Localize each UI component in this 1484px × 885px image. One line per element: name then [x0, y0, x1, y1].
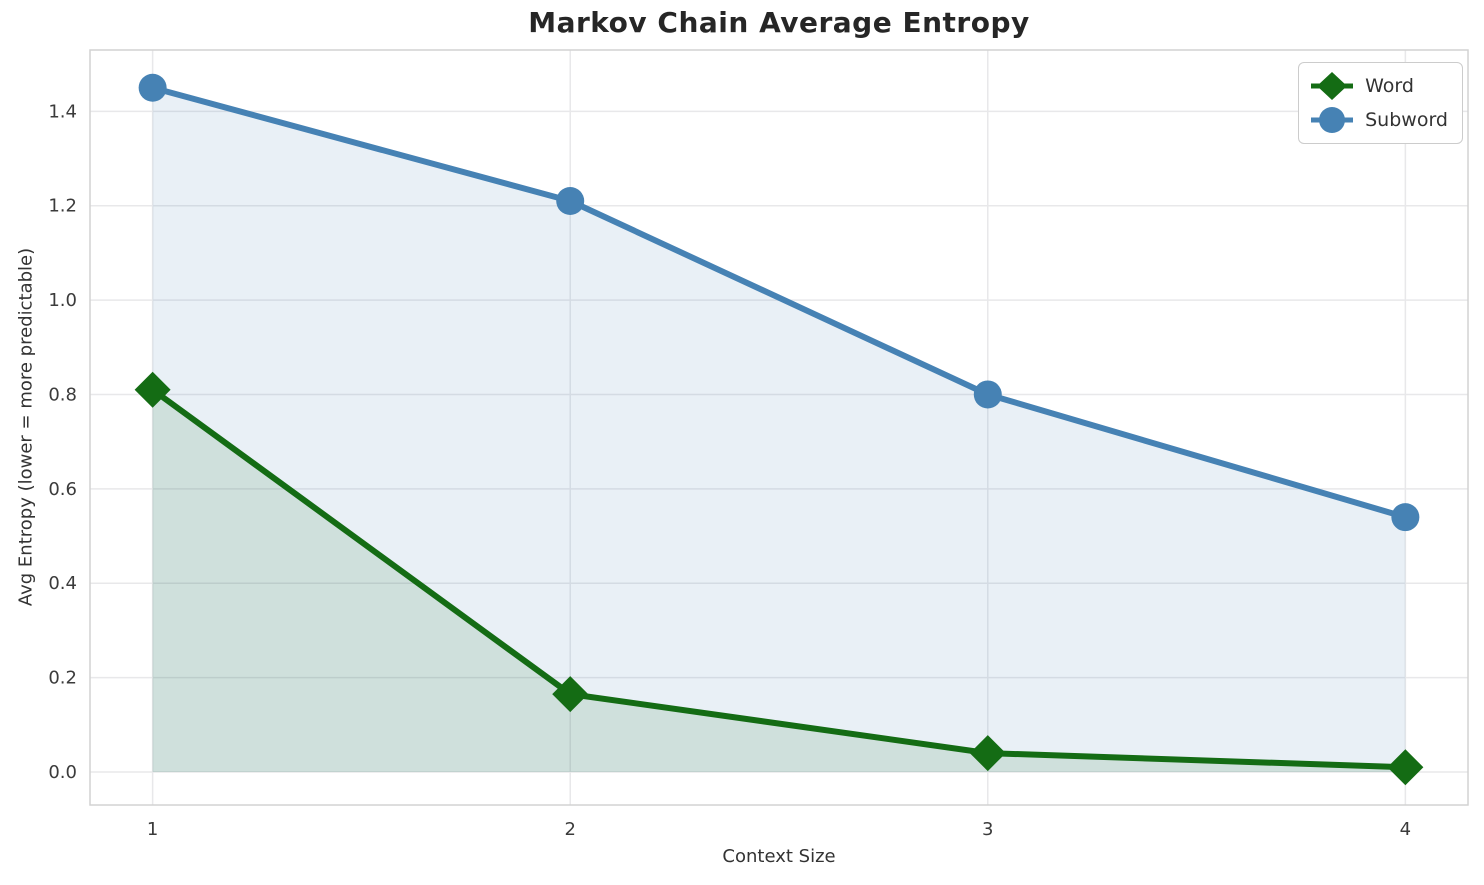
legend-label: Subword — [1365, 109, 1448, 131]
y-axis-label: Avg Entropy (lower = more predictable) — [15, 247, 37, 607]
plot-border — [89, 49, 1469, 806]
legend-label: Word — [1365, 75, 1414, 97]
area-fill-word — [152, 389, 1406, 772]
y-tick-label: 0.6 — [48, 479, 77, 500]
x-tick-label: 2 — [564, 819, 575, 840]
legend-item-subword: Subword — [1309, 104, 1448, 136]
plot-area — [90, 50, 1468, 805]
legend: Word Subword — [1298, 62, 1463, 144]
marker-diamond-word — [552, 676, 589, 713]
marker-diamond-word — [969, 735, 1006, 772]
x-tick-label: 1 — [147, 819, 158, 840]
marker-circle-subword — [138, 73, 167, 102]
y-tick-label: 0.2 — [48, 668, 77, 689]
area-fill-subword — [152, 87, 1406, 772]
subword-circle-icon — [1311, 107, 1354, 133]
series-line-word — [150, 387, 1406, 771]
y-tick-label: 0.0 — [48, 762, 77, 783]
marker-circle-subword — [1391, 503, 1420, 532]
y-tick-label: 1.2 — [48, 196, 77, 217]
y-tick-label: 0.4 — [48, 573, 77, 594]
marker-diamond-word — [134, 371, 171, 408]
y-tick-label: 1.0 — [48, 290, 77, 311]
marker-circle-subword — [556, 187, 585, 215]
word-diamond-icon — [1311, 72, 1354, 100]
x-tick-label: 3 — [982, 819, 993, 840]
legend-item-word: Word — [1309, 70, 1448, 102]
x-axis-label: Context Size — [722, 846, 836, 867]
series-line-subword — [151, 84, 1407, 521]
marker-diamond-word — [1387, 749, 1424, 786]
y-tick-label: 0.8 — [48, 384, 77, 405]
chart-title: Markov Chain Average Entropy — [528, 6, 1030, 39]
marker-circle-subword — [973, 380, 1002, 409]
x-tick-label: 4 — [1400, 819, 1411, 840]
y-tick-label: 1.4 — [48, 101, 77, 122]
